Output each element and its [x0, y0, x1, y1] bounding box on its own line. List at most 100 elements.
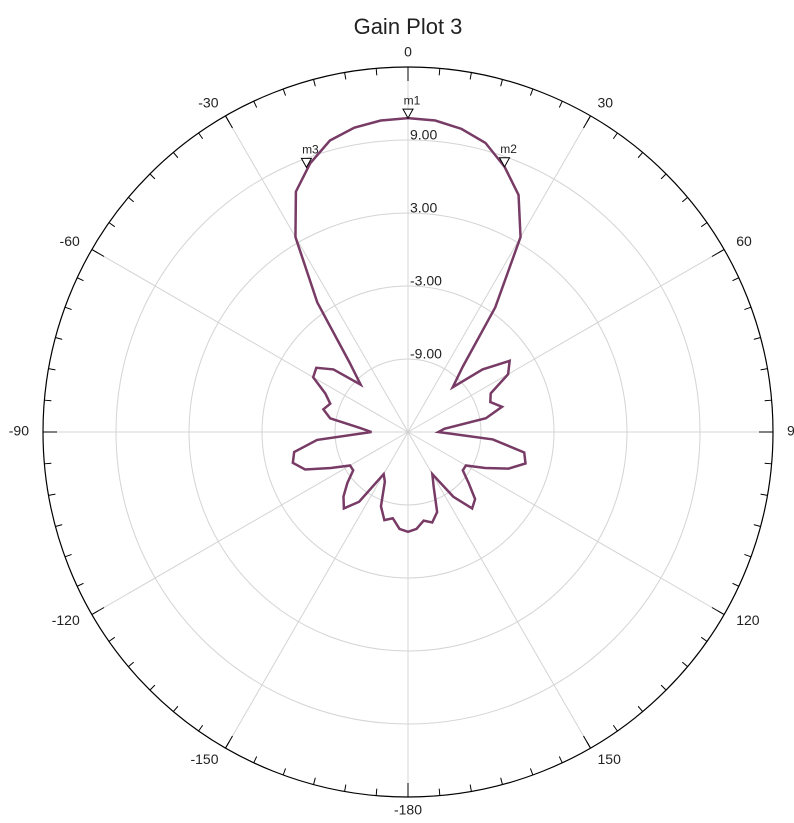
minor-tick [744, 553, 752, 558]
minor-tick [64, 553, 72, 558]
minor-tick [55, 524, 63, 527]
minor-tick [344, 72, 347, 80]
minor-tick [612, 132, 618, 140]
minor-tick [172, 152, 179, 159]
minor-tick [128, 196, 135, 203]
minor-tick [500, 79, 503, 87]
minor-tick [48, 493, 56, 496]
theta-tick-label: -60 [60, 233, 80, 249]
minor-tick [128, 661, 135, 668]
marker-label: m3 [302, 143, 319, 157]
minor-tick [744, 306, 752, 311]
minor-tick [313, 79, 316, 87]
minor-tick [375, 68, 378, 76]
minor-tick [469, 784, 472, 792]
grid-spoke [91, 249, 409, 433]
minor-tick [717, 610, 725, 615]
minor-tick [700, 222, 708, 228]
minor-tick [55, 337, 63, 340]
minor-tick [253, 756, 258, 764]
minor-tick [732, 582, 740, 587]
minor-tick [91, 610, 99, 615]
minor-tick [586, 741, 591, 749]
minor-tick [660, 684, 667, 691]
grid-spoke [225, 431, 409, 749]
marker [402, 108, 414, 120]
theta-tick-label: -90 [9, 423, 29, 439]
minor-tick [108, 222, 116, 228]
minor-tick [660, 173, 667, 180]
grid-spoke [407, 115, 591, 433]
minor-tick [681, 661, 688, 668]
minor-tick [732, 277, 740, 282]
minor-tick [700, 636, 708, 642]
minor-tick [438, 68, 441, 76]
minor-tick [760, 493, 768, 496]
minor-tick [637, 705, 644, 712]
minor-tick [760, 368, 768, 371]
grid-spoke [91, 431, 409, 615]
minor-tick [500, 777, 503, 785]
theta-tick-label: -180 [394, 802, 422, 818]
minor-tick [44, 399, 52, 402]
gain-curve [291, 116, 527, 534]
minor-tick [753, 524, 761, 527]
minor-tick [108, 636, 116, 642]
minor-tick [225, 741, 230, 749]
minor-tick [344, 784, 347, 792]
minor-tick [172, 705, 179, 712]
minor-tick [253, 100, 258, 108]
minor-tick [469, 72, 472, 80]
minor-tick [586, 115, 591, 123]
minor-tick [764, 399, 772, 402]
minor-tick [282, 88, 287, 96]
minor-tick [375, 788, 378, 796]
minor-tick [64, 306, 72, 311]
minor-tick [681, 196, 688, 203]
minor-tick [612, 724, 618, 732]
chart-title: Gain Plot 3 [354, 14, 463, 39]
marker-label: m1 [404, 93, 421, 107]
minor-tick [282, 768, 287, 776]
minor-tick [48, 368, 56, 371]
r-tick-label: 3.00 [410, 200, 437, 216]
minor-tick [198, 724, 204, 732]
r-tick-label: 9.00 [410, 127, 437, 143]
minor-tick [753, 337, 761, 340]
minor-tick [44, 462, 52, 465]
grid-spoke [225, 115, 409, 433]
grid-spoke [407, 431, 591, 749]
minor-tick [558, 100, 563, 108]
r-tick-label: -3.00 [410, 273, 442, 289]
minor-tick [76, 582, 84, 587]
outer-circle [42, 66, 774, 798]
minor-tick [198, 132, 204, 140]
minor-tick [149, 173, 156, 180]
minor-tick [225, 115, 230, 123]
minor-tick [149, 684, 156, 691]
theta-tick-label: 30 [598, 94, 614, 110]
marker [300, 157, 313, 169]
theta-tick-label: -30 [198, 94, 218, 110]
theta-tick-label: 150 [598, 751, 622, 767]
minor-tick [76, 277, 84, 282]
theta-tick-label: 120 [736, 612, 760, 628]
theta-tick-label: 90 [787, 423, 794, 439]
marker-label: m2 [500, 142, 517, 156]
theta-tick-label: -120 [52, 612, 80, 628]
minor-tick [764, 462, 772, 465]
theta-tick-label: 0 [404, 44, 412, 60]
theta-tick-label: 60 [736, 233, 752, 249]
minor-tick [91, 249, 99, 254]
r-tick-label: -9.00 [410, 346, 442, 362]
minor-tick [637, 152, 644, 159]
minor-tick [529, 768, 534, 776]
marker [498, 157, 511, 168]
theta-tick-label: -150 [190, 751, 218, 767]
minor-tick [529, 88, 534, 96]
minor-tick [438, 788, 441, 796]
minor-tick [717, 249, 725, 254]
minor-tick [558, 756, 563, 764]
grid-spoke [407, 249, 725, 433]
